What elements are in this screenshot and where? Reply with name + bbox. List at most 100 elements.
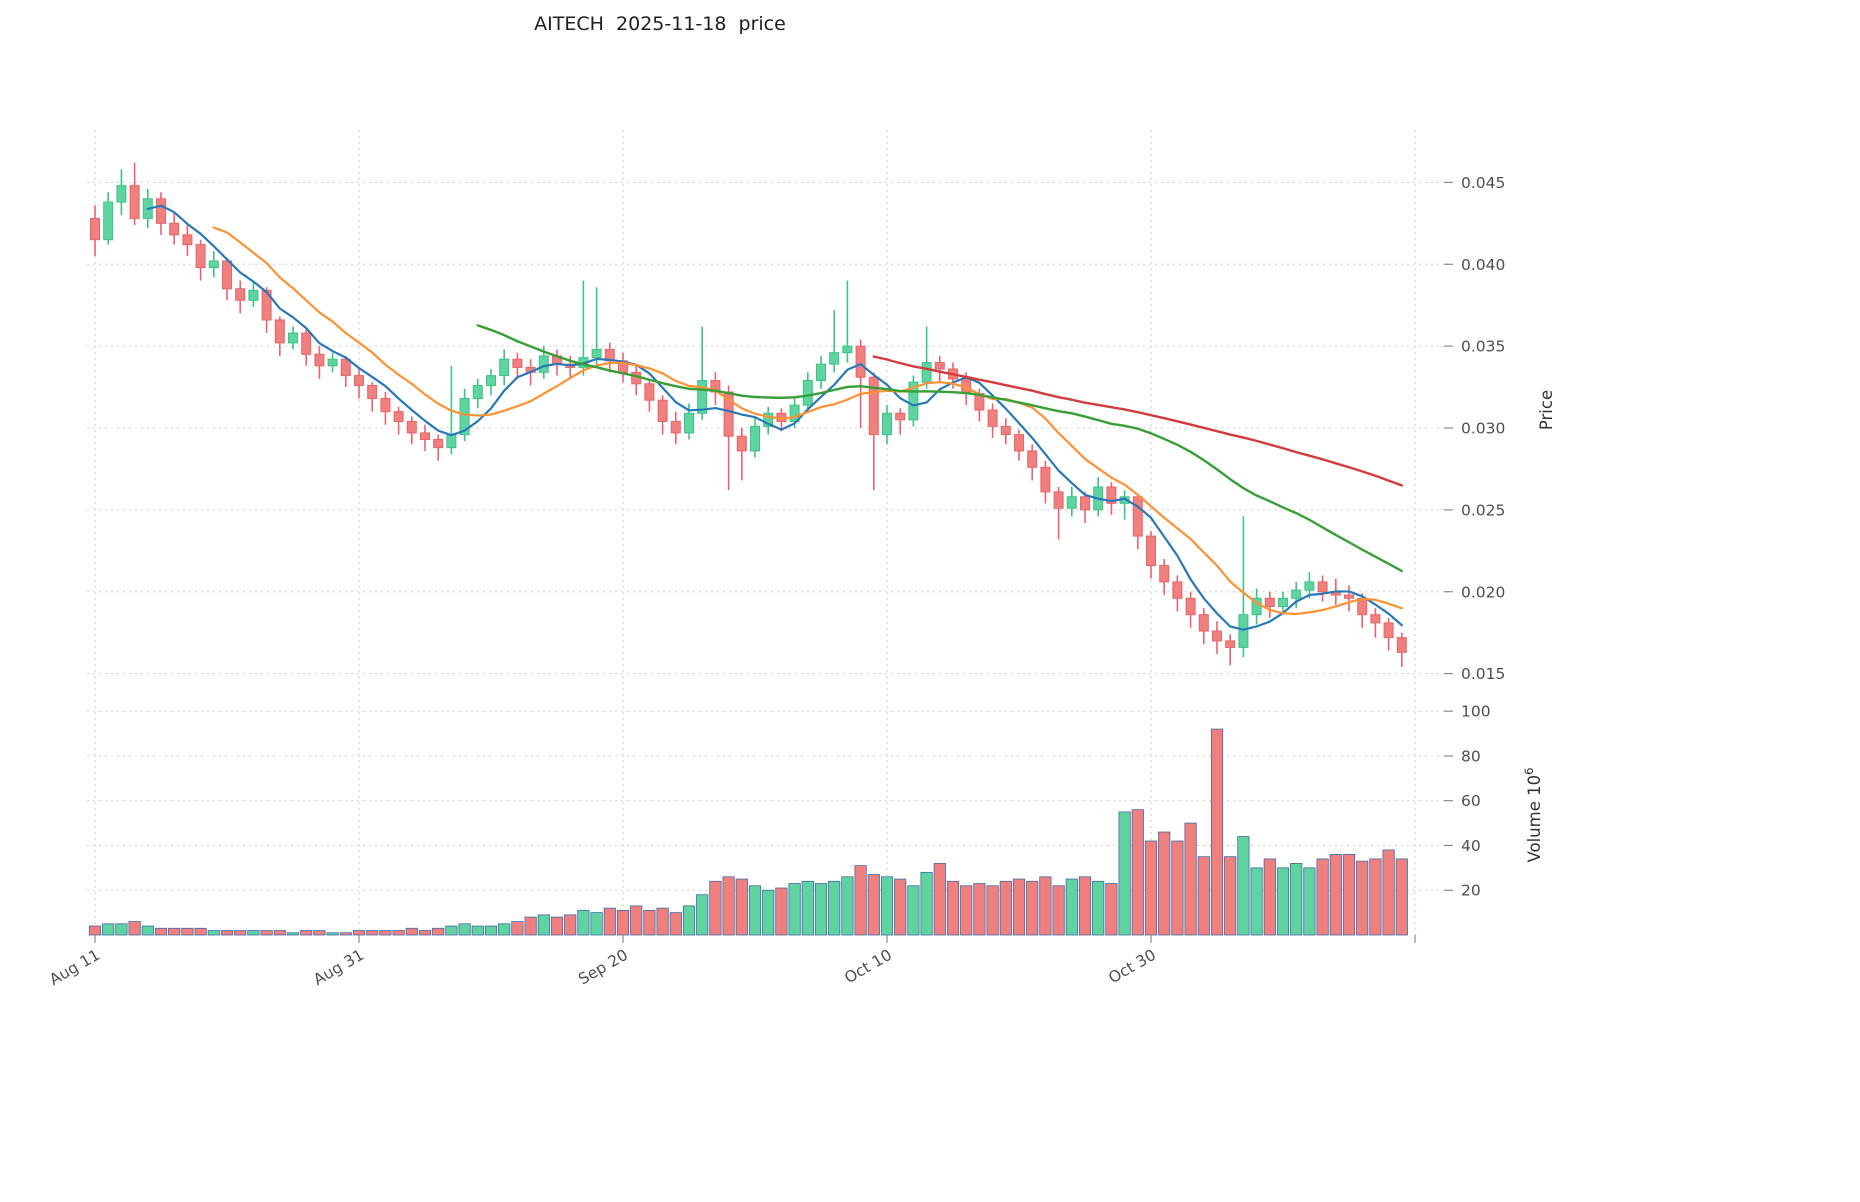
volume-bar <box>814 883 828 936</box>
volume-bar <box>1303 867 1316 936</box>
x-tick-label: Sep 20 <box>575 946 631 989</box>
volume-bar <box>616 909 630 936</box>
candle-body <box>380 398 391 413</box>
candle-body <box>1317 581 1328 593</box>
candlestick-series <box>90 162 1407 668</box>
volume-bar <box>1316 858 1329 936</box>
candle-body <box>829 352 840 365</box>
volume-bar <box>1224 856 1237 936</box>
candle-body <box>882 412 892 436</box>
volume-bar <box>392 930 405 936</box>
volume-tick-label: 80 <box>1461 747 1481 765</box>
volume-tick-label: 60 <box>1461 792 1481 810</box>
candle-body <box>446 434 457 449</box>
volume-bar <box>313 930 326 936</box>
candle-body <box>1080 496 1090 511</box>
volume-bar <box>907 885 920 936</box>
candle-body <box>1396 637 1407 653</box>
candle-body <box>987 409 998 427</box>
volume-bar <box>247 930 260 936</box>
volume-bar <box>1052 885 1065 936</box>
price-tick-label: 0.035 <box>1461 338 1505 356</box>
volume-bar <box>682 905 696 936</box>
volume-bar <box>946 880 960 936</box>
candle-body <box>406 420 417 434</box>
volume-bar <box>960 885 973 936</box>
volume-bars <box>88 728 1408 936</box>
candle-body <box>274 319 285 344</box>
volume-bar <box>207 930 220 936</box>
candle-body <box>842 345 853 354</box>
candle-body <box>1370 614 1381 624</box>
volume-bar <box>115 923 128 936</box>
candle-body <box>499 358 510 377</box>
candle-body <box>195 244 206 269</box>
candle-body <box>433 438 444 449</box>
volume-bar <box>656 907 669 936</box>
volume-bar <box>1039 876 1052 936</box>
volume-bar <box>432 927 445 936</box>
plot-area: 0.045 0.040 0.035 0.030 0.025 0.020 0.015 Price… <box>46 130 1556 989</box>
candle-body <box>1238 614 1249 648</box>
candle-body <box>1304 581 1315 591</box>
volume-bar <box>722 876 735 936</box>
volume-bar <box>1131 809 1144 936</box>
candle-body <box>103 201 114 241</box>
volume-bar <box>1329 854 1342 936</box>
volume-bar <box>339 932 352 936</box>
candle-body <box>684 412 694 434</box>
volume-bar <box>220 930 234 936</box>
volume-bar <box>788 883 801 936</box>
candle-body <box>327 358 338 367</box>
candle-body <box>1000 425 1011 436</box>
ma-line-SMA10 <box>212 226 1403 616</box>
volume-bar <box>1263 858 1276 936</box>
volume-bar <box>1065 878 1078 936</box>
candle-body <box>1040 466 1051 493</box>
candle-body <box>116 185 127 203</box>
volume-bar <box>1276 867 1290 936</box>
volume-bar <box>234 930 247 936</box>
candle-body <box>472 384 483 400</box>
volume-bar <box>524 916 537 936</box>
candle-body <box>816 363 826 382</box>
candle-body <box>1264 597 1275 607</box>
volume-bar <box>1382 849 1395 936</box>
volume-bar <box>669 912 682 936</box>
volume-bar <box>511 921 524 936</box>
candle-body <box>235 288 246 301</box>
volume-bar <box>590 912 603 936</box>
candle-body <box>657 399 668 422</box>
x-tick-label: Aug 31 <box>310 946 367 989</box>
volume-bar <box>1158 831 1171 936</box>
candle-body <box>908 381 919 421</box>
volume-tick-label: 20 <box>1461 882 1481 900</box>
ma-line-SMA5 <box>146 204 1403 631</box>
ma-line-SMA30 <box>476 324 1403 573</box>
candle-body <box>1053 491 1064 509</box>
volume-tick-label: 100 <box>1461 703 1491 721</box>
candle-body <box>670 420 681 434</box>
volume-bar <box>696 894 709 936</box>
candle-body <box>129 185 140 219</box>
price-tick-label: 0.030 <box>1461 420 1505 438</box>
volume-bar <box>920 871 933 936</box>
candle-body <box>367 384 378 400</box>
volume-bar <box>352 930 366 936</box>
candle-body <box>486 375 496 386</box>
volume-bar <box>418 930 432 936</box>
volume-bar <box>181 927 194 936</box>
volume-bar <box>1184 822 1197 936</box>
candle-body <box>895 412 906 421</box>
candle-body <box>1106 486 1117 504</box>
candle-body <box>1172 581 1183 599</box>
price-tick-label: 0.040 <box>1461 256 1505 274</box>
volume-bar <box>880 876 894 936</box>
volume-bar <box>1144 840 1158 936</box>
volume-axis: 100 80 60 40 20 Volume 106 <box>1444 703 1544 900</box>
candle-body <box>459 398 470 436</box>
volume-bar <box>630 905 643 936</box>
volume-bar <box>471 925 484 936</box>
volume-bar <box>498 923 511 936</box>
